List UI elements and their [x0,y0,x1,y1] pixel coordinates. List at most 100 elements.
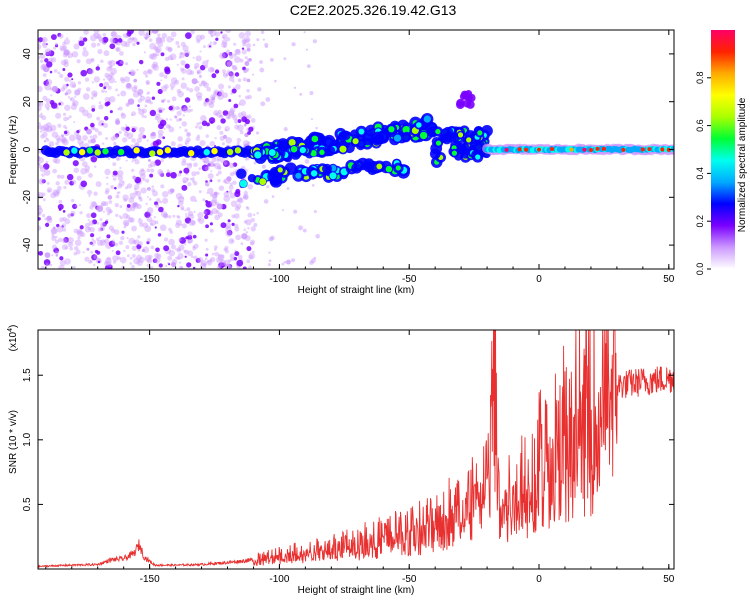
noise-speckle [125,206,132,212]
noise-speckle [200,80,207,87]
noise-speckle [85,58,92,65]
noise-speckle [106,256,111,261]
noise-speckle [90,201,97,208]
noise-speckle [38,204,41,208]
noise-speckle [165,124,171,129]
noise-speckle [162,212,169,219]
snr-y-tick-label: 1.0 [22,432,33,446]
noise-speckle [181,160,187,166]
noise-speckle [214,251,219,257]
noise-speckle [237,119,242,124]
noise-speckle [220,222,227,229]
noise-speckle [205,199,209,203]
noise-speckle [224,263,232,269]
noise-speckle [117,93,120,97]
noise-speckle [162,136,166,140]
noise-speckle [211,96,216,101]
noise-speckle [207,173,214,180]
noise-speckle [224,126,230,132]
noise-speckle [157,129,164,136]
noise-speckle [232,162,238,167]
noise-speckle [108,263,112,268]
noise-speckle [106,66,112,72]
noise-speckle [115,194,120,199]
noise-speckle [120,113,127,119]
noise-speckle [46,187,53,193]
noise-speckle [165,46,170,51]
noise-speckle [149,173,154,178]
carrier-left-core [203,149,210,156]
noise-speckle [226,229,233,236]
noise-speckle [66,116,70,120]
noise-speckle [180,60,186,66]
spectrogram-y-tick-label: 20 [22,96,33,108]
noise-speckle [175,222,181,229]
noise-speckle [55,112,62,119]
noise-speckle [214,245,218,250]
noise-speckle [242,42,246,47]
noise-speckle [114,80,117,83]
noise-speckle [268,251,271,254]
noise-speckle [199,83,203,87]
noise-speckle [228,110,235,117]
noise-speckle [60,87,66,92]
noise-speckle [241,47,245,50]
noise-speckle [259,67,265,73]
noise-speckle [84,256,90,262]
noise-speckle [142,177,146,182]
noise-speckle [84,165,91,171]
noise-speckle [54,158,61,165]
noise-speckle [193,243,199,249]
noise-speckle [111,228,116,234]
noise-speckle [229,109,235,115]
noise-speckle [234,249,237,252]
noise-speckle [242,266,247,269]
noise-speckle [45,122,52,129]
carrier-left-core [117,148,125,156]
noise-speckle [187,238,193,244]
noise-speckle [247,141,251,145]
noise-speckle [153,216,157,219]
noise-speckle [90,155,98,163]
noise-speckle [111,38,116,44]
noise-speckle [228,162,235,169]
noise-speckle [179,126,182,129]
noise-speckle [243,228,247,232]
noise-speckle [71,78,74,81]
noise-speckle [38,43,42,51]
noise-speckle [69,79,72,83]
noise-speckle [231,113,236,118]
noise-speckle [146,216,153,223]
noise-speckle [52,157,58,164]
noise-speckle [310,258,316,264]
noise-speckle [109,59,116,67]
noise-speckle [192,234,197,239]
snr-x-tick-label: -150 [140,574,160,585]
noise-speckle [221,142,225,146]
noise-speckle [104,220,109,224]
noise-speckle [57,203,64,210]
noise-speckle [106,182,109,186]
noise-speckle [260,101,266,107]
noise-speckle [45,263,49,267]
noise-speckle [241,233,248,240]
noise-speckle [222,72,228,78]
noise-speckle [146,207,154,214]
noise-speckle [76,135,82,141]
noise-speckle [216,112,222,118]
noise-speckle [250,241,254,246]
noise-speckle [209,140,216,147]
noise-speckle [242,39,247,45]
noise-speckle [243,195,247,199]
noise-speckle [139,173,146,180]
noise-speckle [177,215,181,219]
noise-speckle [293,86,297,90]
noise-speckle [91,108,96,112]
noise-speckle [203,45,206,49]
noise-speckle [59,259,66,267]
noise-speckle [107,85,112,90]
noise-speckle [40,125,47,132]
noise-speckle [45,222,50,227]
noise-speckle [88,172,93,178]
noise-speckle [222,110,229,116]
